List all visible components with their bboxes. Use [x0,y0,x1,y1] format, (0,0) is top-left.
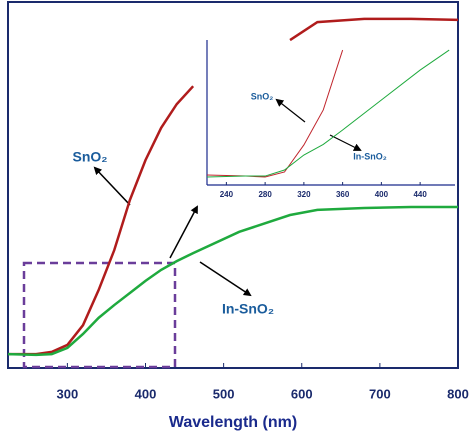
x-axis-label: Wavelength (nm) [169,414,297,431]
series-line [206,49,344,178]
series-line [206,49,450,178]
zoom-box [22,261,177,369]
annotation-arrow [275,98,306,123]
x-tick-label: 400 [135,386,157,401]
x-tick-label: 800 [447,386,469,401]
x-tick-label: 320 [297,190,311,199]
series-line [8,17,459,356]
x-tick-label: 440 [413,190,427,199]
annotation-arrow [329,134,362,151]
series-line [7,205,458,357]
x-tick-label: 500 [213,386,235,401]
series-label: SnO₂ [251,91,274,101]
series-label: SnO₂ [73,149,108,165]
x-tick-label: 400 [375,190,389,199]
series-label: In-SnO₂ [222,301,274,317]
x-tick-label: 700 [369,386,391,401]
plot-frame [7,1,459,369]
x-tick-label: 600 [291,386,313,401]
x-tick-label: 280 [258,190,272,199]
annotation-arrow [93,166,131,206]
x-tick-label: 240 [220,190,234,199]
x-tick-label: 300 [57,386,79,401]
series-label: In-SnO₂ [353,151,387,161]
x-tick-label: 360 [336,190,350,199]
zoom-arrow [169,205,198,259]
annotation-arrow [199,261,252,297]
